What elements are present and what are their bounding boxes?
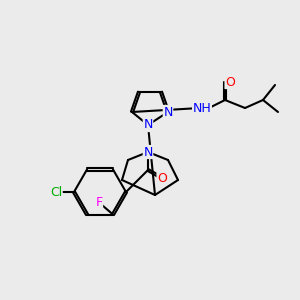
Text: NH: NH <box>193 101 211 115</box>
Text: Cl: Cl <box>50 185 62 199</box>
Text: N: N <box>143 146 153 158</box>
Text: O: O <box>157 172 167 184</box>
Text: F: F <box>95 196 103 209</box>
Text: N: N <box>163 106 173 118</box>
Text: N: N <box>143 118 153 131</box>
Text: O: O <box>225 76 235 88</box>
